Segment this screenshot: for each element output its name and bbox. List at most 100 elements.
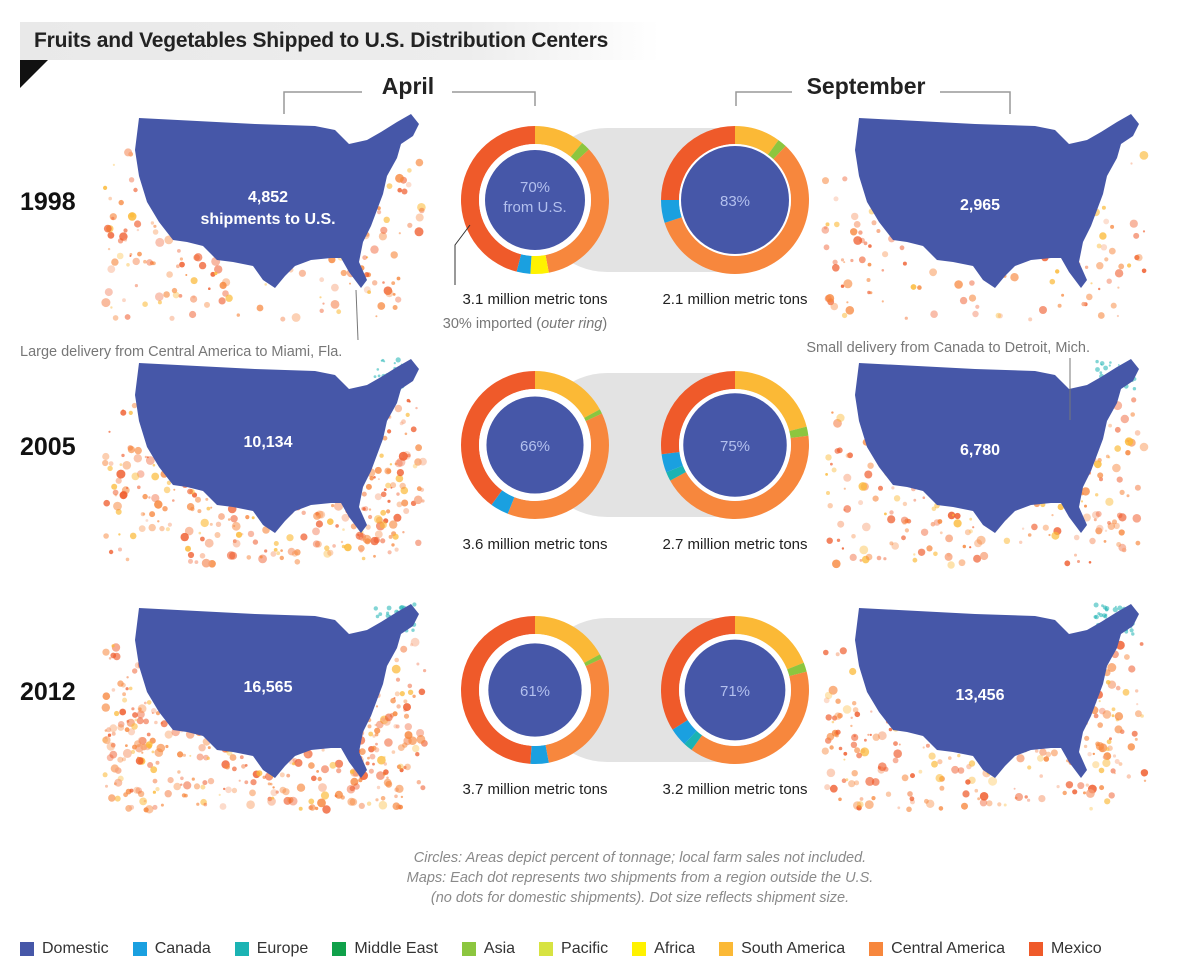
shipment-dot [155,760,160,765]
shipment-dot [143,807,149,813]
shipment-dot [417,203,426,212]
shipment-dot [116,469,126,479]
shipment-dot [398,232,401,235]
shipment-dot [258,554,267,564]
shipment-dot [1143,779,1147,782]
shipment-dot [362,255,368,260]
shipment-dot [979,799,988,807]
shipment-dot [939,531,943,535]
shipment-dot [854,711,861,718]
shipment-dot [825,473,828,476]
shipment-dot [132,744,137,750]
shipment-dot [190,295,198,303]
shipment-dot [401,499,409,507]
shipment-dot [885,791,892,797]
shipment-dot [230,515,238,523]
shipment-dot [271,796,275,800]
shipment-dot [151,708,157,714]
shipment-dot [1099,371,1103,375]
shipment-dot [151,494,160,503]
shipment-dot [1103,218,1110,225]
us-silhouette [855,359,1139,533]
shipment-dot [107,465,113,472]
shipment-dot [350,777,359,786]
shipment-dot [977,797,981,801]
legend-item-south-america: South America [719,940,845,958]
shipment-dot [1064,560,1071,567]
shipment-dot [1013,787,1016,790]
shipment-dot [1095,359,1099,364]
shipment-dot [318,783,327,792]
shipment-dot [132,668,138,674]
legend-label: Mexico [1050,940,1102,957]
shipment-dot [367,756,370,760]
shipment-dot [270,789,278,797]
shipment-dot [395,724,400,729]
donut-chart [661,616,809,765]
ring-segment-europe [666,465,686,481]
shipment-dot [1021,527,1025,530]
shipment-dot [867,733,870,736]
us-map [821,114,1149,322]
shipment-dot [366,801,372,806]
shipment-dot [376,785,381,790]
shipment-dot [365,483,372,490]
april-shipments-suffix: shipments to U.S. [200,211,335,228]
us-map [101,114,426,322]
shipment-dot [152,790,156,794]
shipment-dot [390,482,397,489]
shipment-dot [368,514,373,520]
shipment-dot [178,294,183,298]
legend-swatch [539,942,554,956]
shipment-dot [386,183,393,189]
shipment-dot [826,732,835,741]
shipment-dot [135,757,144,765]
shipment-dot [1096,243,1102,249]
shipment-dot [1127,263,1132,268]
shipment-dot [317,798,326,808]
shipment-dot [136,228,140,232]
shipment-dot [1097,312,1105,319]
shipment-dot [201,558,211,568]
shipment-dot [404,731,413,740]
shipment-dot [980,551,989,561]
shipment-dot [291,550,298,557]
shipment-dot [402,742,408,748]
shipment-dot [962,544,966,549]
imported-note-leader [454,224,471,285]
shipment-dot [863,241,868,246]
shipment-dot [837,520,845,528]
shipment-dot [204,538,214,548]
shipment-dot [838,746,843,751]
shipment-dot [111,688,116,692]
shipment-dot [1099,232,1107,240]
donut-chart [661,126,810,275]
shipment-dot [367,290,371,294]
shipment-dot [244,780,249,785]
shipment-dot [1104,798,1111,805]
shipment-dot [1113,772,1116,775]
shipment-dot [858,230,863,235]
shipment-dot [899,245,905,251]
shipment-dot [867,462,874,469]
shipment-dot [1132,387,1137,391]
shipment-dot [962,790,970,798]
shipment-dot [282,788,290,796]
shipment-dot [376,368,380,371]
shipment-dot [383,216,390,223]
ring-segment-asia [787,662,807,677]
shipment-dot [400,795,404,799]
shipment-dot [872,495,879,502]
shipment-dot [1028,317,1033,322]
shipment-dot [419,207,425,214]
shipment-dot [416,729,425,737]
shipment-dot [377,302,386,310]
shipment-dot [196,753,204,761]
legend-swatch [632,942,647,956]
shipment-dot [877,731,887,741]
shipment-dot [105,784,108,788]
shipment-dot [113,652,121,661]
shipment-dot [123,238,128,242]
shipment-dot [124,148,133,157]
shipment-dot [843,758,846,761]
